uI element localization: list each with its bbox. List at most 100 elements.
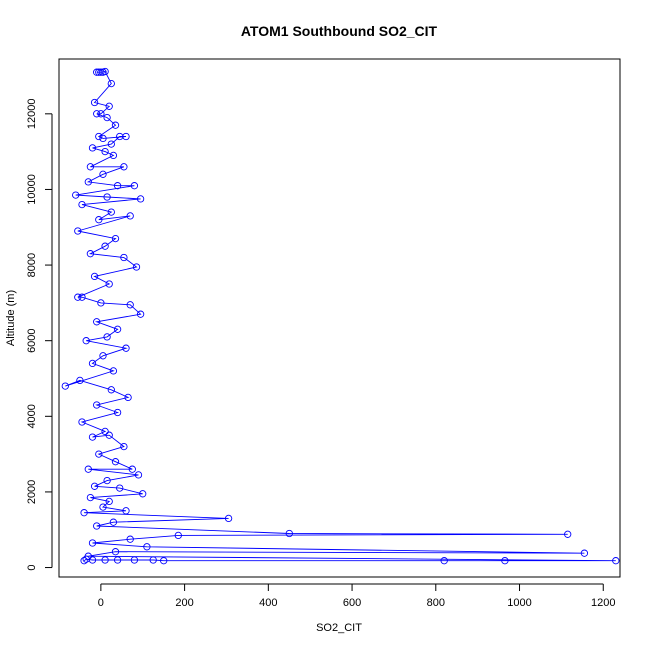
data-point: [109, 367, 118, 375]
data-point: [132, 263, 141, 271]
data-point: [111, 548, 120, 556]
data-point: [564, 530, 572, 538]
y-tick-label: 6000: [26, 328, 38, 352]
data-point: [111, 458, 120, 466]
data-point: [78, 200, 86, 209]
x-tick-label: 1000: [507, 597, 531, 609]
data-point: [93, 318, 101, 326]
x-tick-label: 800: [427, 597, 445, 609]
data-point: [136, 195, 145, 203]
data-point: [113, 325, 122, 333]
data-point: [113, 182, 122, 190]
data-point: [160, 557, 168, 565]
data-point: [99, 134, 107, 143]
data-point: [103, 333, 111, 341]
data-point: [61, 382, 69, 390]
data-point: [224, 514, 233, 523]
data-point: [101, 427, 109, 436]
data-point: [84, 178, 92, 186]
data-point: [107, 140, 115, 148]
data-point: [174, 531, 182, 540]
data-point: [93, 68, 101, 76]
data-point: [95, 132, 103, 141]
data-point: [78, 293, 86, 301]
data-point: [105, 497, 113, 506]
data-point: [90, 98, 99, 107]
data-point: [107, 79, 115, 88]
data-point: [128, 465, 136, 473]
y-tick-label: 12000: [26, 99, 38, 130]
data-point: [580, 549, 589, 557]
x-tick-label: 1200: [591, 597, 615, 609]
series-lines: [65, 71, 616, 562]
data-point: [93, 522, 101, 530]
data-point: [122, 507, 130, 515]
data-point: [80, 509, 88, 517]
data-point: [126, 535, 134, 543]
data-point: [105, 280, 113, 288]
data-point: [126, 212, 134, 220]
data-point: [440, 557, 448, 565]
data-point: [86, 493, 95, 502]
data-point: [97, 68, 105, 76]
data-point: [113, 408, 122, 417]
x-axis: 0 200 400 600 800 1000 1200: [98, 583, 615, 609]
data-point: [116, 484, 124, 492]
plot-frame: [58, 58, 621, 578]
chart-title: ATOM1 Southbound SO2_CIT: [241, 23, 438, 39]
data-point: [88, 433, 97, 441]
data-point: [90, 272, 99, 281]
data-point: [149, 556, 157, 564]
data-point: [72, 191, 80, 199]
data-point: [95, 216, 103, 224]
data-point: [109, 151, 118, 160]
data-point: [80, 557, 88, 565]
data-point: [99, 503, 107, 511]
data-point: [74, 293, 82, 301]
x-tick-label: 200: [175, 597, 193, 609]
data-point: [501, 557, 509, 565]
data-point: [99, 170, 107, 178]
data-point: [111, 121, 120, 129]
data-point: [120, 253, 128, 262]
data-point: [97, 299, 105, 307]
data-point: [126, 301, 134, 309]
x-axis-label: SO2_CIT: [316, 622, 362, 634]
data-point: [86, 163, 95, 171]
data-point: [130, 182, 139, 190]
y-tick-label: 8000: [26, 253, 38, 277]
data-point: [107, 208, 115, 216]
data-point: [105, 102, 113, 110]
data-point: [95, 450, 103, 458]
data-point: [103, 193, 111, 201]
data-point: [88, 144, 97, 152]
data-point: [120, 163, 128, 171]
data-point: [101, 556, 109, 564]
data-point: [84, 465, 92, 473]
data-point: [99, 352, 107, 360]
data-point: [101, 242, 109, 250]
data-point: [136, 310, 145, 318]
y-tick-label: 4000: [26, 404, 38, 428]
data-point: [122, 344, 130, 352]
data-point: [86, 250, 95, 258]
data-point: [101, 67, 109, 76]
data-point: [103, 476, 111, 485]
data-point: [82, 337, 90, 345]
data-point: [103, 113, 111, 122]
y-tick-label: 2000: [26, 480, 38, 504]
y-tick-label: 0: [26, 564, 38, 570]
y-tick-label: 10000: [26, 174, 38, 205]
data-point: [88, 359, 97, 368]
data-point: [107, 386, 115, 394]
data-point: [143, 543, 151, 551]
series-points: [61, 67, 620, 565]
y-axis-label: Altitude (m): [5, 290, 17, 346]
data-point: [109, 518, 118, 526]
data-point: [78, 418, 86, 426]
data-point: [74, 227, 82, 235]
data-point: [90, 482, 99, 490]
data-point: [101, 147, 109, 156]
x-tick-label: 400: [259, 597, 277, 609]
